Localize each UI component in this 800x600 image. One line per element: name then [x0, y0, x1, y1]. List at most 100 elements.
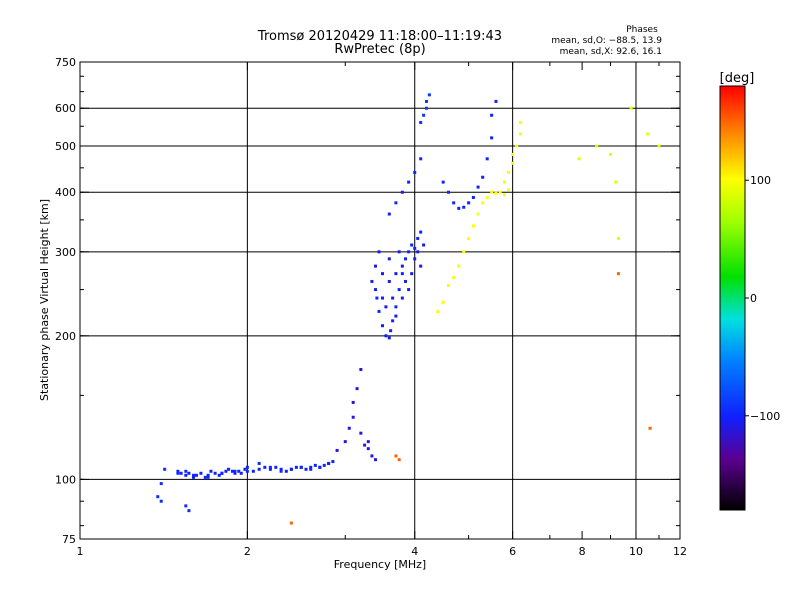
data-point [233, 471, 237, 475]
data-point [370, 279, 374, 283]
data-point [413, 257, 417, 261]
data-point [209, 469, 213, 473]
data-point [400, 264, 404, 268]
data-point [419, 264, 423, 268]
data-point [419, 157, 423, 161]
colorbar-label: [deg] [720, 71, 755, 86]
data-point [176, 469, 180, 473]
data-point [425, 99, 429, 103]
data-point [616, 236, 620, 240]
data-point [257, 467, 261, 471]
data-point [224, 469, 228, 473]
data-point [404, 279, 408, 283]
data-point [422, 243, 426, 247]
x-tick-label: 4 [411, 545, 418, 558]
data-point [416, 250, 420, 254]
data-point [397, 288, 401, 292]
data-point [441, 300, 445, 304]
x-tick-label: 8 [579, 545, 586, 558]
data-point [481, 175, 485, 179]
data-point [507, 170, 511, 174]
data-point [384, 305, 388, 309]
data-point [159, 499, 163, 503]
data-point [467, 236, 471, 240]
data-point [227, 467, 231, 471]
data-point [391, 319, 395, 323]
data-point [279, 469, 283, 473]
y-tick-label: 400 [55, 186, 76, 199]
data-point [384, 334, 388, 338]
data-point [476, 212, 480, 216]
data-point [363, 443, 367, 447]
data-point [467, 201, 471, 205]
data-point [616, 272, 620, 276]
data-point [203, 475, 207, 479]
plot-frame [79, 61, 681, 540]
data-point [397, 250, 401, 254]
data-point [502, 193, 506, 197]
data-point [331, 460, 335, 464]
data-point [394, 305, 398, 309]
data-point [313, 463, 317, 467]
data-point [366, 447, 370, 451]
data-point [614, 180, 618, 184]
data-point [257, 461, 261, 465]
data-point [213, 471, 217, 475]
data-point [436, 309, 440, 313]
data-point [304, 467, 308, 471]
data-point [184, 469, 188, 473]
data-point [400, 296, 404, 300]
data-point [629, 106, 633, 110]
data-point [452, 201, 456, 205]
data-point [471, 224, 475, 228]
data-point [274, 465, 278, 469]
chart-subtitle: RwPretec (8p) [334, 42, 425, 57]
data-point [237, 469, 241, 473]
data-point [233, 469, 237, 473]
data-point [387, 257, 391, 261]
colorbar-tick-label: −100 [750, 410, 780, 423]
data-point [217, 473, 221, 477]
x-tick-label: 2 [244, 545, 251, 558]
data-point [413, 170, 417, 174]
data-point [391, 296, 395, 300]
data-point [309, 465, 313, 469]
data-point [199, 471, 203, 475]
data-point [194, 473, 198, 477]
data-point [657, 144, 661, 148]
data-point [179, 471, 183, 475]
data-point [511, 161, 515, 165]
colorbar-tick-label: 100 [750, 174, 771, 187]
data-point [299, 465, 303, 469]
data-point [318, 465, 322, 469]
data-point [289, 467, 293, 471]
data-point [457, 206, 461, 210]
data-point [251, 469, 255, 473]
data-point [268, 467, 272, 471]
data-point [577, 157, 581, 161]
data-point [446, 190, 450, 194]
data-point [206, 475, 210, 479]
phases-line-o: mean, sd,O: −88.5, 13.9 [551, 36, 662, 46]
data-point [498, 190, 502, 194]
data-point [394, 314, 398, 318]
data-point [407, 288, 411, 292]
data-point [377, 250, 381, 254]
data-point [322, 463, 326, 467]
data-point [394, 272, 398, 276]
data-point [355, 387, 359, 391]
data-point [646, 132, 650, 136]
data-point [373, 264, 377, 268]
x-tick-label: 10 [629, 545, 643, 558]
data-point [347, 426, 351, 430]
data-point [404, 257, 408, 261]
data-point [243, 467, 247, 471]
data-point [485, 195, 489, 199]
data-point [425, 106, 429, 110]
data-point [494, 99, 498, 103]
data-point [187, 471, 191, 475]
data-point [359, 367, 363, 371]
data-point [156, 495, 160, 499]
data-point [494, 191, 498, 195]
data-point [471, 195, 475, 199]
